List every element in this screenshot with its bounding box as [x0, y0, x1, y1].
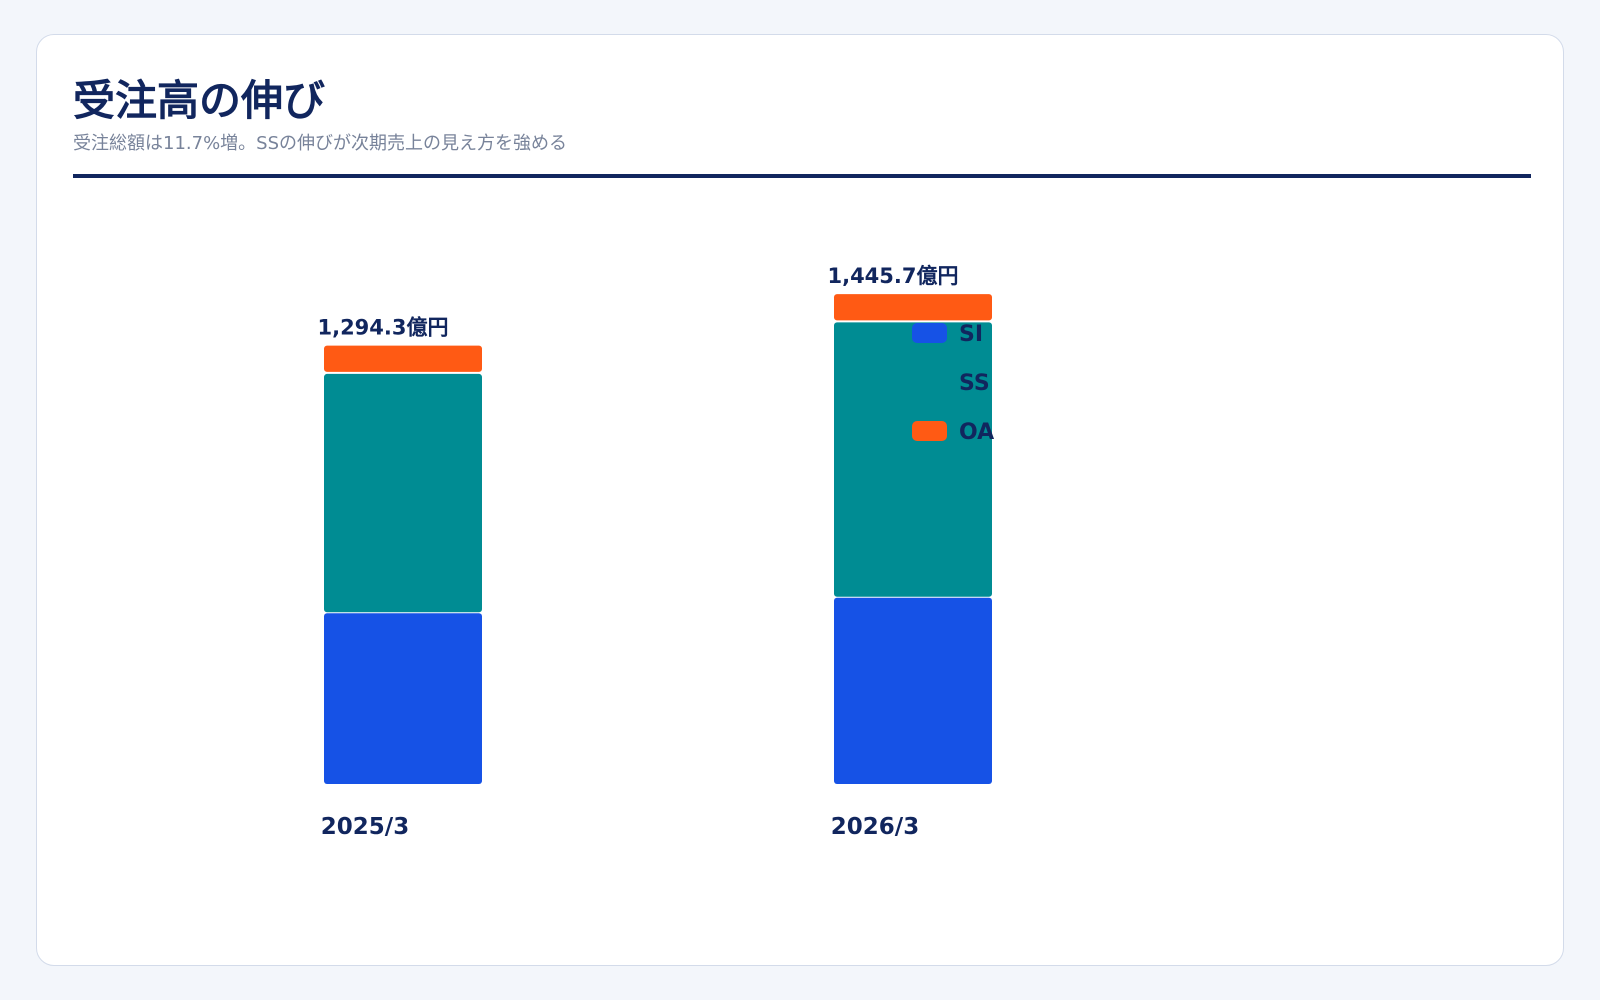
- bar-segment-oa-0: [324, 345, 482, 372]
- stacked-bar-chart: 1,294.3億円 2025/3 1,445.7億円 2026/3 SI SS OA: [317, 264, 994, 840]
- page-subtitle: 受注総額は11.7%増。SSの伸びが次期売上の見え方を強める: [73, 133, 568, 154]
- page-title: 受注高の伸び: [73, 76, 326, 125]
- bar-segment-si-0: [324, 613, 482, 784]
- category-label-1: 2026/3: [831, 814, 919, 840]
- bar-segment-ss-0: [324, 373, 482, 613]
- total-label-0: 1,294.3億円: [317, 316, 448, 340]
- title-divider: [73, 174, 1531, 178]
- chart-card: 受注高の伸び 受注総額は11.7%増。SSの伸びが次期売上の見え方を強める 1,…: [36, 34, 1564, 966]
- category-label-0: 2025/3: [321, 814, 409, 840]
- total-label-1: 1,445.7億円: [827, 264, 958, 288]
- legend-label-ss: SS: [959, 371, 990, 396]
- bar-segment-si-1: [834, 597, 992, 784]
- legend-label-oa: OA: [959, 420, 994, 445]
- legend-swatch-si: [912, 323, 947, 343]
- legend-label-si: SI: [959, 322, 983, 347]
- bar-segment-ss-1: [834, 322, 992, 597]
- legend-swatch-oa: [912, 421, 947, 441]
- bar-segment-oa-1: [834, 294, 992, 321]
